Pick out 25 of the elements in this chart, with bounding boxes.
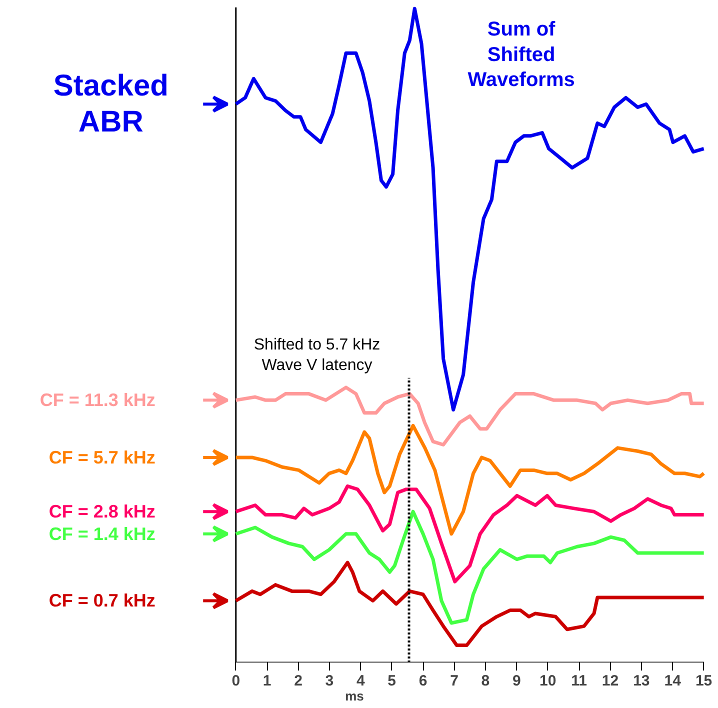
x-tick-label: 5 bbox=[388, 672, 396, 690]
text: CF = 2.8 kHz bbox=[48, 502, 156, 522]
x-tick-label: 11 bbox=[571, 672, 587, 690]
x-tick-label: 12 bbox=[602, 672, 619, 690]
x-tick-label: 10 bbox=[539, 672, 556, 690]
text: CF = 5.7 kHz bbox=[48, 447, 156, 468]
x-tick-label: 6 bbox=[418, 672, 428, 690]
x-tick-label: 2 bbox=[294, 672, 302, 690]
text: CF = 0.7 kHz bbox=[48, 590, 156, 611]
x-tick-label: 7 bbox=[450, 672, 458, 690]
annotation: Sum of Shifted Waveforms bbox=[468, 18, 575, 92]
x-tick-label: 0 bbox=[232, 672, 240, 690]
x-tick-label: 4 bbox=[356, 672, 366, 690]
text: CF = 1.4 kHz bbox=[48, 524, 156, 544]
x-tick-label: 1 bbox=[262, 672, 272, 690]
x-tick-label: 3 bbox=[325, 672, 334, 690]
x-tick-label: 13 bbox=[633, 672, 650, 690]
text: CF = 11.3 kHz bbox=[40, 390, 156, 410]
x-tick-label: 14 bbox=[664, 672, 682, 690]
x-axis-title: ms bbox=[345, 688, 364, 704]
legend-label: Stacked ABR bbox=[53, 69, 168, 139]
x-tick-label: 9 bbox=[512, 672, 521, 690]
x-tick-label: 8 bbox=[481, 672, 490, 690]
x-tick-label: 15 bbox=[695, 672, 712, 690]
annotation: Shifted to 5.7 kHz Wave V latency bbox=[254, 336, 380, 374]
